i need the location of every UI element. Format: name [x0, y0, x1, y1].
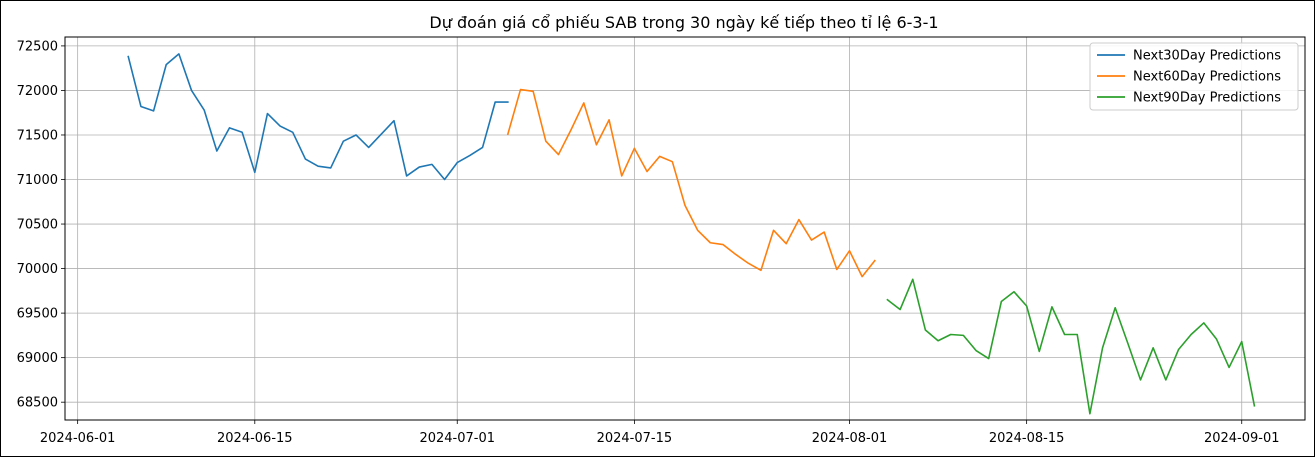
- y-tick-label: 70500: [17, 218, 58, 233]
- y-tick-label: 69000: [17, 351, 58, 366]
- y-tick-label: 71500: [17, 128, 58, 143]
- x-tick-label: 2024-06-01: [40, 431, 116, 446]
- series-line-3: [886, 278, 1256, 415]
- y-tick-label: 72000: [17, 84, 58, 99]
- legend: Next30Day Predictions Next60Day Predictio…: [1089, 42, 1299, 111]
- legend-label-1: Next30Day Predictions: [1133, 49, 1281, 64]
- x-tick-label: 2024-07-15: [597, 431, 673, 446]
- y-tick-label: 69500: [17, 307, 58, 322]
- x-tick-label: 2024-08-15: [989, 431, 1065, 446]
- axes: 68500 69000 69500 70000 70500 71000 71500 72000…: [17, 39, 1280, 446]
- series-line-1: [127, 53, 509, 181]
- plot-area: [64, 36, 1306, 421]
- series-line-2: [506, 88, 876, 278]
- x-tick-label: 2024-06-15: [217, 431, 293, 446]
- y-tick-label: 68500: [17, 396, 58, 411]
- y-tick-label: 70000: [17, 262, 58, 277]
- x-tick-label: 2024-07-01: [419, 431, 495, 446]
- x-tick-label: 2024-08-01: [812, 431, 888, 446]
- y-tick-label: 71000: [17, 173, 58, 188]
- series-layer: [127, 53, 1256, 415]
- y-tick-label: 72500: [17, 39, 58, 54]
- chart-title: Dự đoán giá cổ phiếu SAB trong 30 ngày k…: [429, 13, 938, 32]
- legend-box: [1089, 42, 1299, 111]
- legend-label-3: Next90Day Predictions: [1133, 91, 1281, 106]
- legend-label-2: Next60Day Predictions: [1133, 70, 1281, 85]
- x-tick-label: 2024-09-01: [1204, 431, 1280, 446]
